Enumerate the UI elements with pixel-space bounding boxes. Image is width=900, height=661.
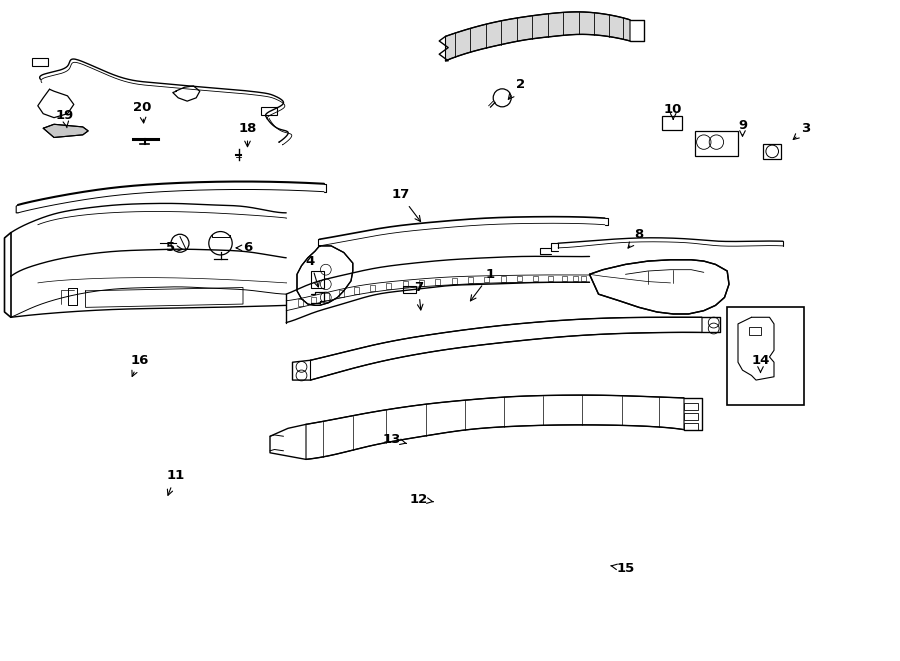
- Bar: [727, 307, 804, 405]
- Bar: [310, 297, 316, 303]
- Text: 4: 4: [306, 254, 319, 287]
- Text: 10: 10: [664, 102, 682, 119]
- Bar: [684, 403, 698, 410]
- Text: 8: 8: [628, 228, 644, 248]
- Bar: [436, 279, 440, 285]
- Bar: [662, 116, 682, 130]
- Bar: [354, 287, 359, 293]
- Bar: [310, 271, 324, 288]
- Text: 11: 11: [166, 469, 184, 495]
- Bar: [298, 299, 303, 306]
- Bar: [500, 276, 506, 282]
- Text: 13: 13: [382, 433, 406, 446]
- Bar: [695, 131, 738, 156]
- Bar: [403, 286, 416, 293]
- Text: 20: 20: [133, 100, 151, 123]
- Text: 12: 12: [410, 492, 433, 506]
- Text: 14: 14: [752, 354, 770, 373]
- Polygon shape: [310, 317, 702, 380]
- Bar: [468, 277, 472, 283]
- Text: 17: 17: [392, 188, 420, 221]
- Bar: [402, 281, 408, 287]
- Text: 2: 2: [508, 78, 525, 99]
- Text: 7: 7: [414, 281, 423, 310]
- Bar: [581, 276, 586, 282]
- Text: 6: 6: [236, 241, 252, 254]
- Text: 18: 18: [238, 122, 256, 147]
- Text: 16: 16: [130, 354, 148, 376]
- Bar: [32, 58, 48, 66]
- Bar: [370, 285, 374, 291]
- Bar: [749, 327, 761, 335]
- Text: 1: 1: [471, 268, 495, 301]
- Text: 9: 9: [738, 119, 747, 136]
- Bar: [573, 276, 578, 281]
- Text: 5: 5: [166, 241, 183, 254]
- Text: 19: 19: [56, 109, 74, 128]
- Bar: [684, 413, 698, 420]
- Bar: [324, 293, 329, 300]
- Polygon shape: [446, 12, 630, 61]
- Polygon shape: [590, 260, 729, 314]
- Polygon shape: [43, 124, 88, 137]
- Bar: [518, 276, 522, 282]
- Bar: [419, 280, 424, 286]
- Bar: [452, 278, 456, 284]
- Bar: [548, 276, 554, 281]
- Text: 15: 15: [611, 562, 634, 575]
- Bar: [533, 276, 538, 282]
- Bar: [261, 107, 277, 115]
- Text: 3: 3: [793, 122, 810, 139]
- Polygon shape: [306, 395, 684, 459]
- Bar: [684, 423, 698, 430]
- Bar: [763, 144, 781, 159]
- Bar: [484, 277, 489, 282]
- Bar: [338, 290, 344, 297]
- Bar: [386, 283, 391, 289]
- Polygon shape: [297, 246, 353, 305]
- Bar: [562, 276, 567, 281]
